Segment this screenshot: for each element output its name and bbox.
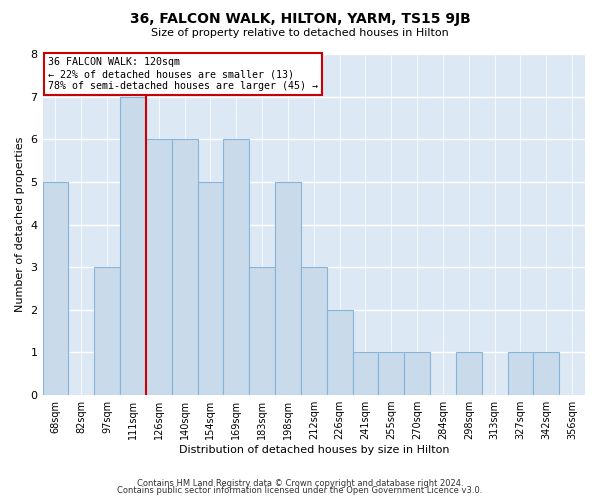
Bar [508,352,533,395]
Bar [249,267,275,395]
Bar [197,182,223,395]
Bar [94,267,120,395]
Bar [301,267,326,395]
Bar [120,96,146,395]
Bar [146,140,172,395]
Text: Contains public sector information licensed under the Open Government Licence v3: Contains public sector information licen… [118,486,482,495]
Text: Size of property relative to detached houses in Hilton: Size of property relative to detached ho… [151,28,449,38]
X-axis label: Distribution of detached houses by size in Hilton: Distribution of detached houses by size … [179,445,449,455]
Bar [326,310,353,395]
Text: 36 FALCON WALK: 120sqm
← 22% of detached houses are smaller (13)
78% of semi-det: 36 FALCON WALK: 120sqm ← 22% of detached… [48,58,318,90]
Bar [223,140,249,395]
Bar [353,352,379,395]
Bar [533,352,559,395]
Y-axis label: Number of detached properties: Number of detached properties [15,137,25,312]
Bar [379,352,404,395]
Bar [456,352,482,395]
Text: Contains HM Land Registry data © Crown copyright and database right 2024.: Contains HM Land Registry data © Crown c… [137,478,463,488]
Bar [43,182,68,395]
Bar [275,182,301,395]
Text: 36, FALCON WALK, HILTON, YARM, TS15 9JB: 36, FALCON WALK, HILTON, YARM, TS15 9JB [130,12,470,26]
Bar [172,140,197,395]
Bar [404,352,430,395]
